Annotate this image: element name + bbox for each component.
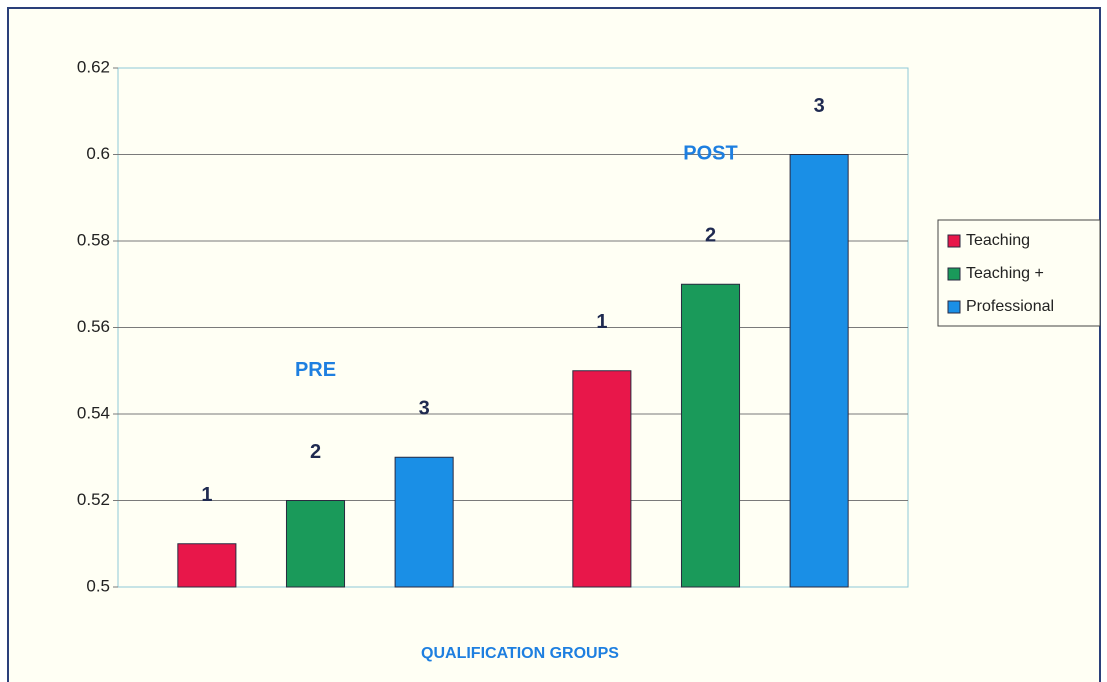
bar xyxy=(285,500,346,588)
category-label: POST xyxy=(683,143,737,165)
y-tick-label: 0.52 xyxy=(77,490,110,509)
legend-label: Professional xyxy=(966,298,1054,315)
bar xyxy=(177,543,237,588)
legend-label: Teaching xyxy=(966,232,1030,249)
bar xyxy=(394,456,454,588)
legend xyxy=(937,219,1101,327)
bar-label: 2 xyxy=(705,225,716,247)
category-label: PRE xyxy=(295,359,336,381)
y-tick-label: 0.58 xyxy=(77,230,110,249)
bar-label: 1 xyxy=(201,484,212,506)
legend-swatch xyxy=(947,267,961,281)
bar xyxy=(789,154,849,588)
bar xyxy=(572,370,632,588)
y-tick-label: 0.54 xyxy=(77,403,110,422)
legend-label: Teaching + xyxy=(966,265,1044,282)
bar-label: 3 xyxy=(814,95,825,117)
y-tick-label: 0.5 xyxy=(86,576,110,595)
legend-swatch xyxy=(947,300,961,314)
bar xyxy=(680,283,741,588)
y-tick-label: 0.56 xyxy=(77,317,110,336)
bar-label: 2 xyxy=(310,441,321,463)
legend-swatch xyxy=(947,234,961,248)
bar-label: 3 xyxy=(419,398,430,420)
y-tick-label: 0.6 xyxy=(86,144,110,163)
y-tick-label: 0.62 xyxy=(77,57,110,76)
bar-label: 1 xyxy=(596,311,607,333)
x-axis-label: QUALIFICATION GROUPS xyxy=(421,645,619,662)
